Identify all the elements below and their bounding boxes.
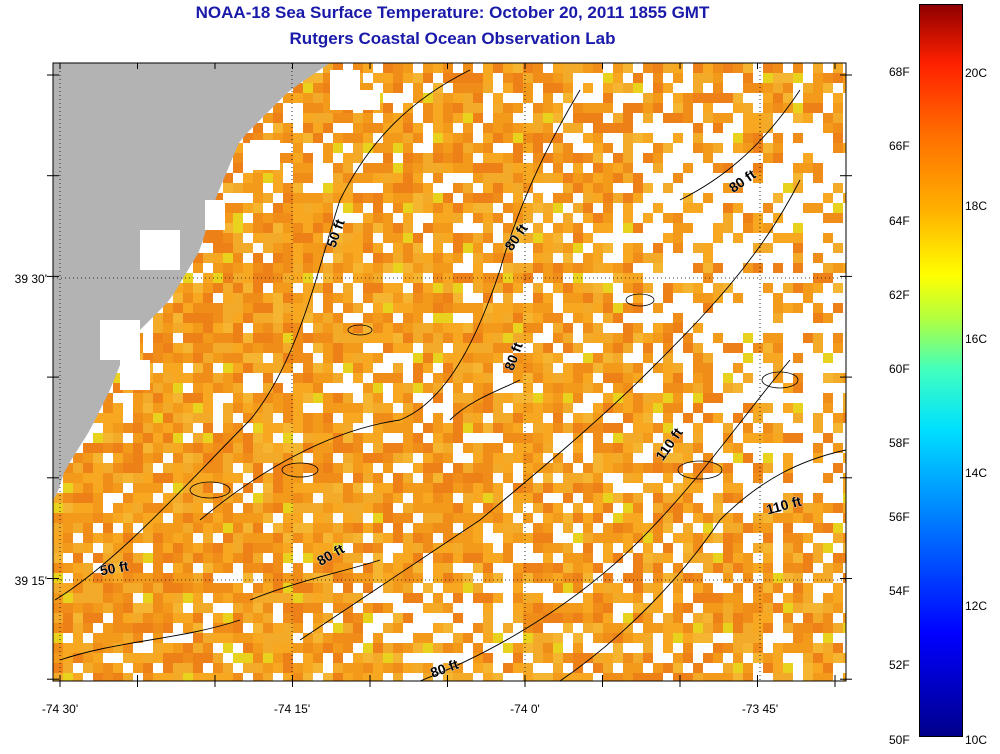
plot-frame bbox=[52, 62, 847, 682]
colorbar-fahrenheit-label: 52F bbox=[889, 658, 910, 672]
lon-tick-label: -74 30' bbox=[42, 702, 78, 716]
lon-tick-label: -74 15' bbox=[274, 702, 310, 716]
colorbar-fahrenheit-label: 50F bbox=[889, 733, 910, 747]
colorbar-fahrenheit-label: 58F bbox=[889, 436, 910, 450]
lon-tick-label: -74 0' bbox=[510, 702, 540, 716]
lat-tick-label: 39 15' bbox=[15, 574, 47, 588]
colorbar-fahrenheit-label: 60F bbox=[889, 362, 910, 376]
axis-ticks bbox=[47, 63, 852, 687]
colorbar-celsius-label: 18C bbox=[965, 199, 988, 213]
land-area bbox=[53, 63, 380, 500]
colorbar-fahrenheit-label: 64F bbox=[889, 214, 910, 228]
colorbar-celsius-label: 12C bbox=[965, 599, 988, 613]
contour-label: 50 ft bbox=[99, 558, 130, 579]
colorbar-celsius-label: 16C bbox=[965, 332, 988, 346]
colorbar-fahrenheit-label: 66F bbox=[889, 139, 910, 153]
colorbar-celsius-label: 20C bbox=[965, 66, 988, 80]
axis-tick-labels: -74 30' -74 15' -74 0' -73 45' 39 30' 39 15' bbox=[15, 272, 778, 716]
lon-tick-label: -73 45' bbox=[742, 702, 778, 716]
colorbar-fahrenheit-label: 68F bbox=[889, 65, 910, 79]
temperature-colorbar bbox=[919, 4, 963, 737]
colorbar-fahrenheit-label: 56F bbox=[889, 510, 910, 524]
graticule bbox=[53, 63, 846, 681]
bathymetry-contours bbox=[54, 69, 846, 681]
map-subtitle: Rutgers Coastal Ocean Observation Lab bbox=[289, 29, 616, 48]
colorbar-celsius-label: 14C bbox=[965, 466, 988, 480]
map-title: NOAA-18 Sea Surface Temperature: October… bbox=[195, 3, 710, 22]
colorbar-fahrenheit-label: 54F bbox=[889, 584, 910, 598]
lat-tick-label: 39 30' bbox=[15, 272, 47, 286]
sst-grid bbox=[53, 63, 846, 681]
colorbar-fahrenheit-label: 62F bbox=[889, 288, 910, 302]
colorbar-celsius-label: 10C bbox=[965, 733, 988, 747]
